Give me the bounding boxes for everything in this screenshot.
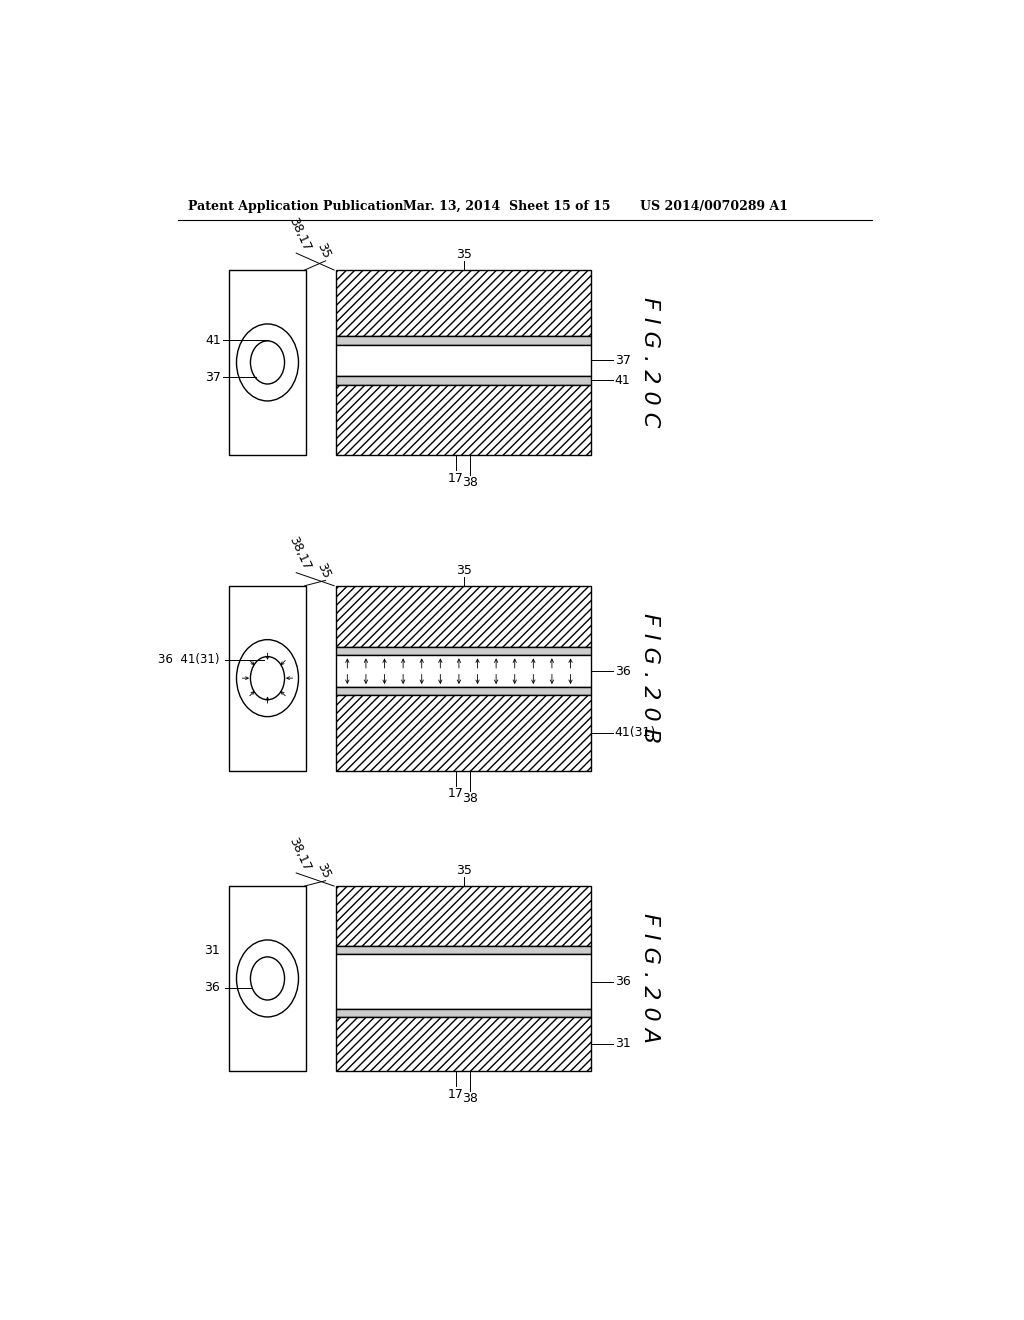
Text: 38,17: 38,17 [287,535,313,573]
Bar [228,271,306,455]
Bar [336,1016,592,1071]
Ellipse shape [251,341,285,384]
Text: 41: 41 [614,374,631,387]
Text: 36: 36 [204,981,219,994]
Text: 31: 31 [614,1038,631,1051]
Text: 38,17: 38,17 [287,836,313,873]
Text: 17: 17 [447,788,464,800]
Ellipse shape [237,640,299,717]
Text: 38,17: 38,17 [287,215,313,253]
Text: 35: 35 [314,861,333,880]
Text: US 2014/0070289 A1: US 2014/0070289 A1 [640,199,787,213]
Text: F I G . 2 0 C: F I G . 2 0 C [640,297,659,428]
Bar [228,886,306,1071]
Text: 35: 35 [314,561,333,581]
Bar [336,946,592,954]
Text: F I G . 2 0 A: F I G . 2 0 A [640,913,659,1043]
Text: 35: 35 [456,863,471,876]
Bar [336,385,592,455]
Bar [336,345,592,376]
Ellipse shape [251,656,285,700]
Bar [336,696,592,771]
Text: F I G . 2 0 B: F I G . 2 0 B [640,614,659,743]
Text: Mar. 13, 2014  Sheet 15 of 15: Mar. 13, 2014 Sheet 15 of 15 [403,199,610,213]
Bar [336,1010,592,1016]
Text: 36: 36 [614,665,631,677]
Text: 41: 41 [205,334,221,347]
Bar [336,271,592,335]
Text: 37: 37 [614,354,631,367]
Text: 17: 17 [447,1088,464,1101]
Bar [336,586,592,647]
Text: 35: 35 [314,242,333,261]
Ellipse shape [251,957,285,1001]
Bar [336,688,592,696]
Ellipse shape [237,323,299,401]
Bar [336,655,592,688]
Text: 36: 36 [614,975,631,989]
Bar [336,954,592,1010]
Text: 41(31): 41(31) [614,726,656,739]
Text: 31: 31 [204,944,219,957]
Ellipse shape [237,940,299,1016]
Bar [336,647,592,655]
Text: 36  41(31): 36 41(31) [158,653,219,667]
Text: 38: 38 [462,1093,478,1105]
Text: Patent Application Publication: Patent Application Publication [188,199,403,213]
Text: 38: 38 [462,477,478,490]
Bar [336,335,592,345]
Text: 35: 35 [456,564,471,577]
Bar [336,376,592,385]
Bar [228,586,306,771]
Text: 38: 38 [462,792,478,805]
Bar [336,886,592,946]
Text: 17: 17 [447,471,464,484]
Text: 37: 37 [205,371,221,384]
Text: 35: 35 [456,248,471,261]
